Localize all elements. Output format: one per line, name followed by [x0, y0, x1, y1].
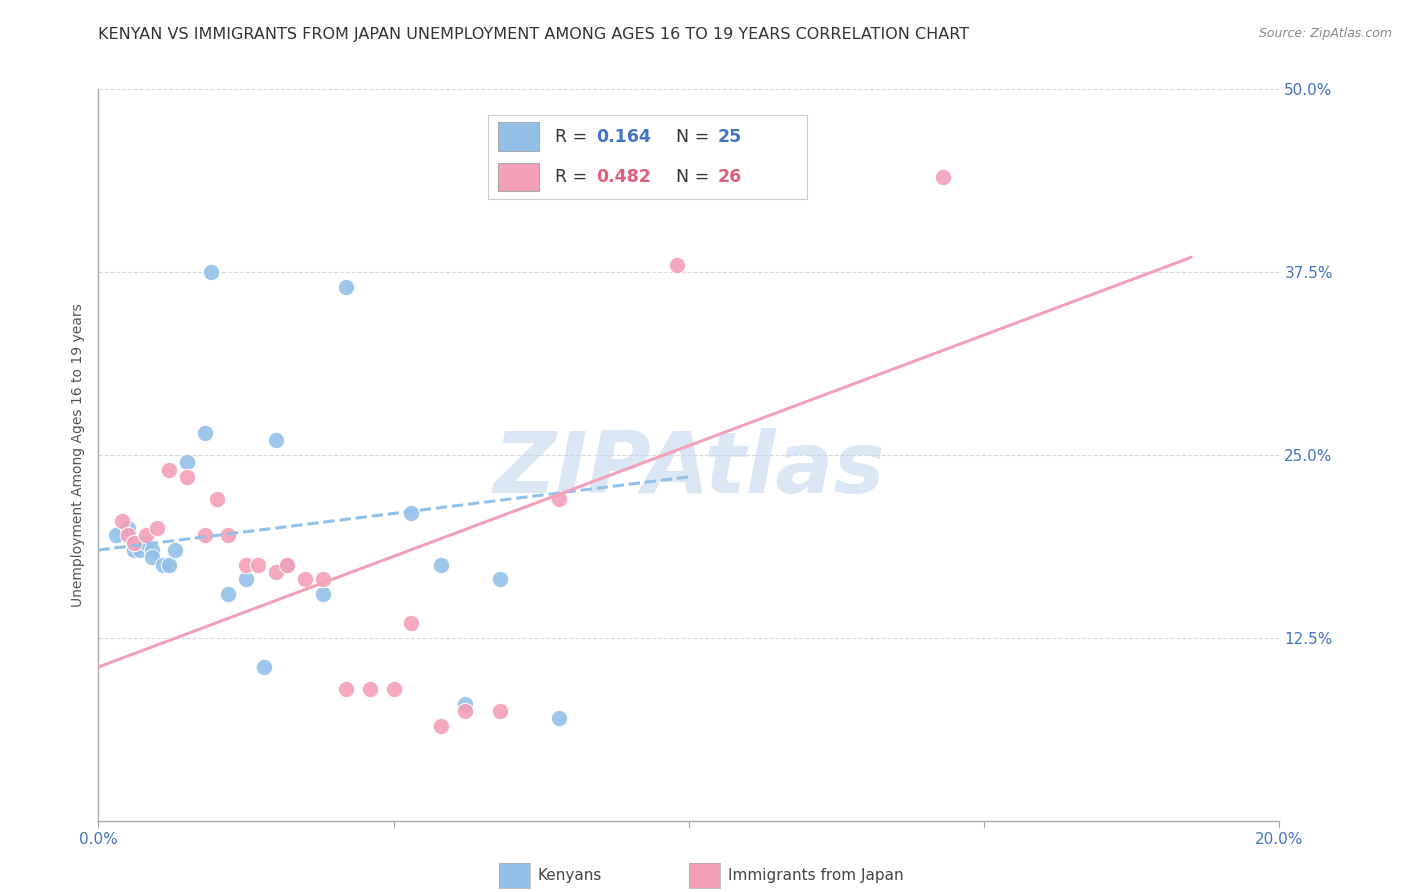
Point — [157, 558, 180, 572]
Text: N =: N = — [676, 168, 716, 186]
Point — [335, 279, 357, 293]
Point — [335, 681, 357, 696]
Point — [122, 543, 145, 558]
Point — [264, 434, 287, 448]
Point — [128, 543, 150, 558]
Point — [359, 681, 381, 696]
Text: R =: R = — [555, 168, 593, 186]
Point — [253, 660, 276, 674]
Text: ZIPAtlas: ZIPAtlas — [494, 428, 884, 511]
Point — [489, 572, 512, 586]
Text: R =: R = — [555, 128, 593, 145]
Point — [548, 491, 571, 506]
Point — [152, 558, 174, 572]
Point — [264, 565, 287, 579]
Text: KENYAN VS IMMIGRANTS FROM JAPAN UNEMPLOYMENT AMONG AGES 16 TO 19 YEARS CORRELATI: KENYAN VS IMMIGRANTS FROM JAPAN UNEMPLOY… — [98, 27, 970, 42]
FancyBboxPatch shape — [498, 162, 538, 192]
Point — [489, 704, 512, 718]
Point — [135, 528, 157, 542]
Text: N =: N = — [676, 128, 716, 145]
FancyBboxPatch shape — [498, 122, 538, 151]
Point — [382, 681, 405, 696]
Point — [246, 558, 269, 572]
Point — [122, 535, 145, 549]
Point — [117, 528, 139, 542]
Point — [932, 169, 955, 184]
Point — [430, 558, 453, 572]
Point — [165, 543, 187, 558]
Point — [217, 528, 239, 542]
Y-axis label: Unemployment Among Ages 16 to 19 years: Unemployment Among Ages 16 to 19 years — [70, 303, 84, 607]
Point — [276, 558, 298, 572]
Text: Immigrants from Japan: Immigrants from Japan — [728, 869, 904, 883]
Point — [430, 718, 453, 732]
Point — [401, 616, 423, 631]
Point — [217, 587, 239, 601]
Point — [194, 528, 217, 542]
Text: 0.482: 0.482 — [596, 168, 651, 186]
Point — [157, 462, 180, 476]
Point — [453, 697, 475, 711]
Text: 26: 26 — [717, 168, 742, 186]
Point — [276, 558, 298, 572]
Point — [235, 572, 257, 586]
Text: 25: 25 — [717, 128, 742, 145]
Point — [453, 704, 475, 718]
Point — [176, 455, 198, 469]
Text: Source: ZipAtlas.com: Source: ZipAtlas.com — [1258, 27, 1392, 40]
Text: Kenyans: Kenyans — [537, 869, 602, 883]
Point — [111, 514, 134, 528]
Point — [194, 425, 217, 440]
Point — [200, 265, 222, 279]
Point — [141, 550, 163, 565]
Point — [146, 521, 169, 535]
Point — [141, 543, 163, 558]
Point — [312, 587, 335, 601]
Point — [548, 711, 571, 725]
Point — [312, 572, 335, 586]
Point — [105, 528, 128, 542]
Point — [401, 507, 423, 521]
Text: 0.164: 0.164 — [596, 128, 651, 145]
Point — [235, 558, 257, 572]
Point — [176, 470, 198, 484]
Point — [135, 535, 157, 549]
Point — [117, 521, 139, 535]
Point — [205, 491, 228, 506]
Point — [666, 258, 689, 272]
Point — [294, 572, 316, 586]
